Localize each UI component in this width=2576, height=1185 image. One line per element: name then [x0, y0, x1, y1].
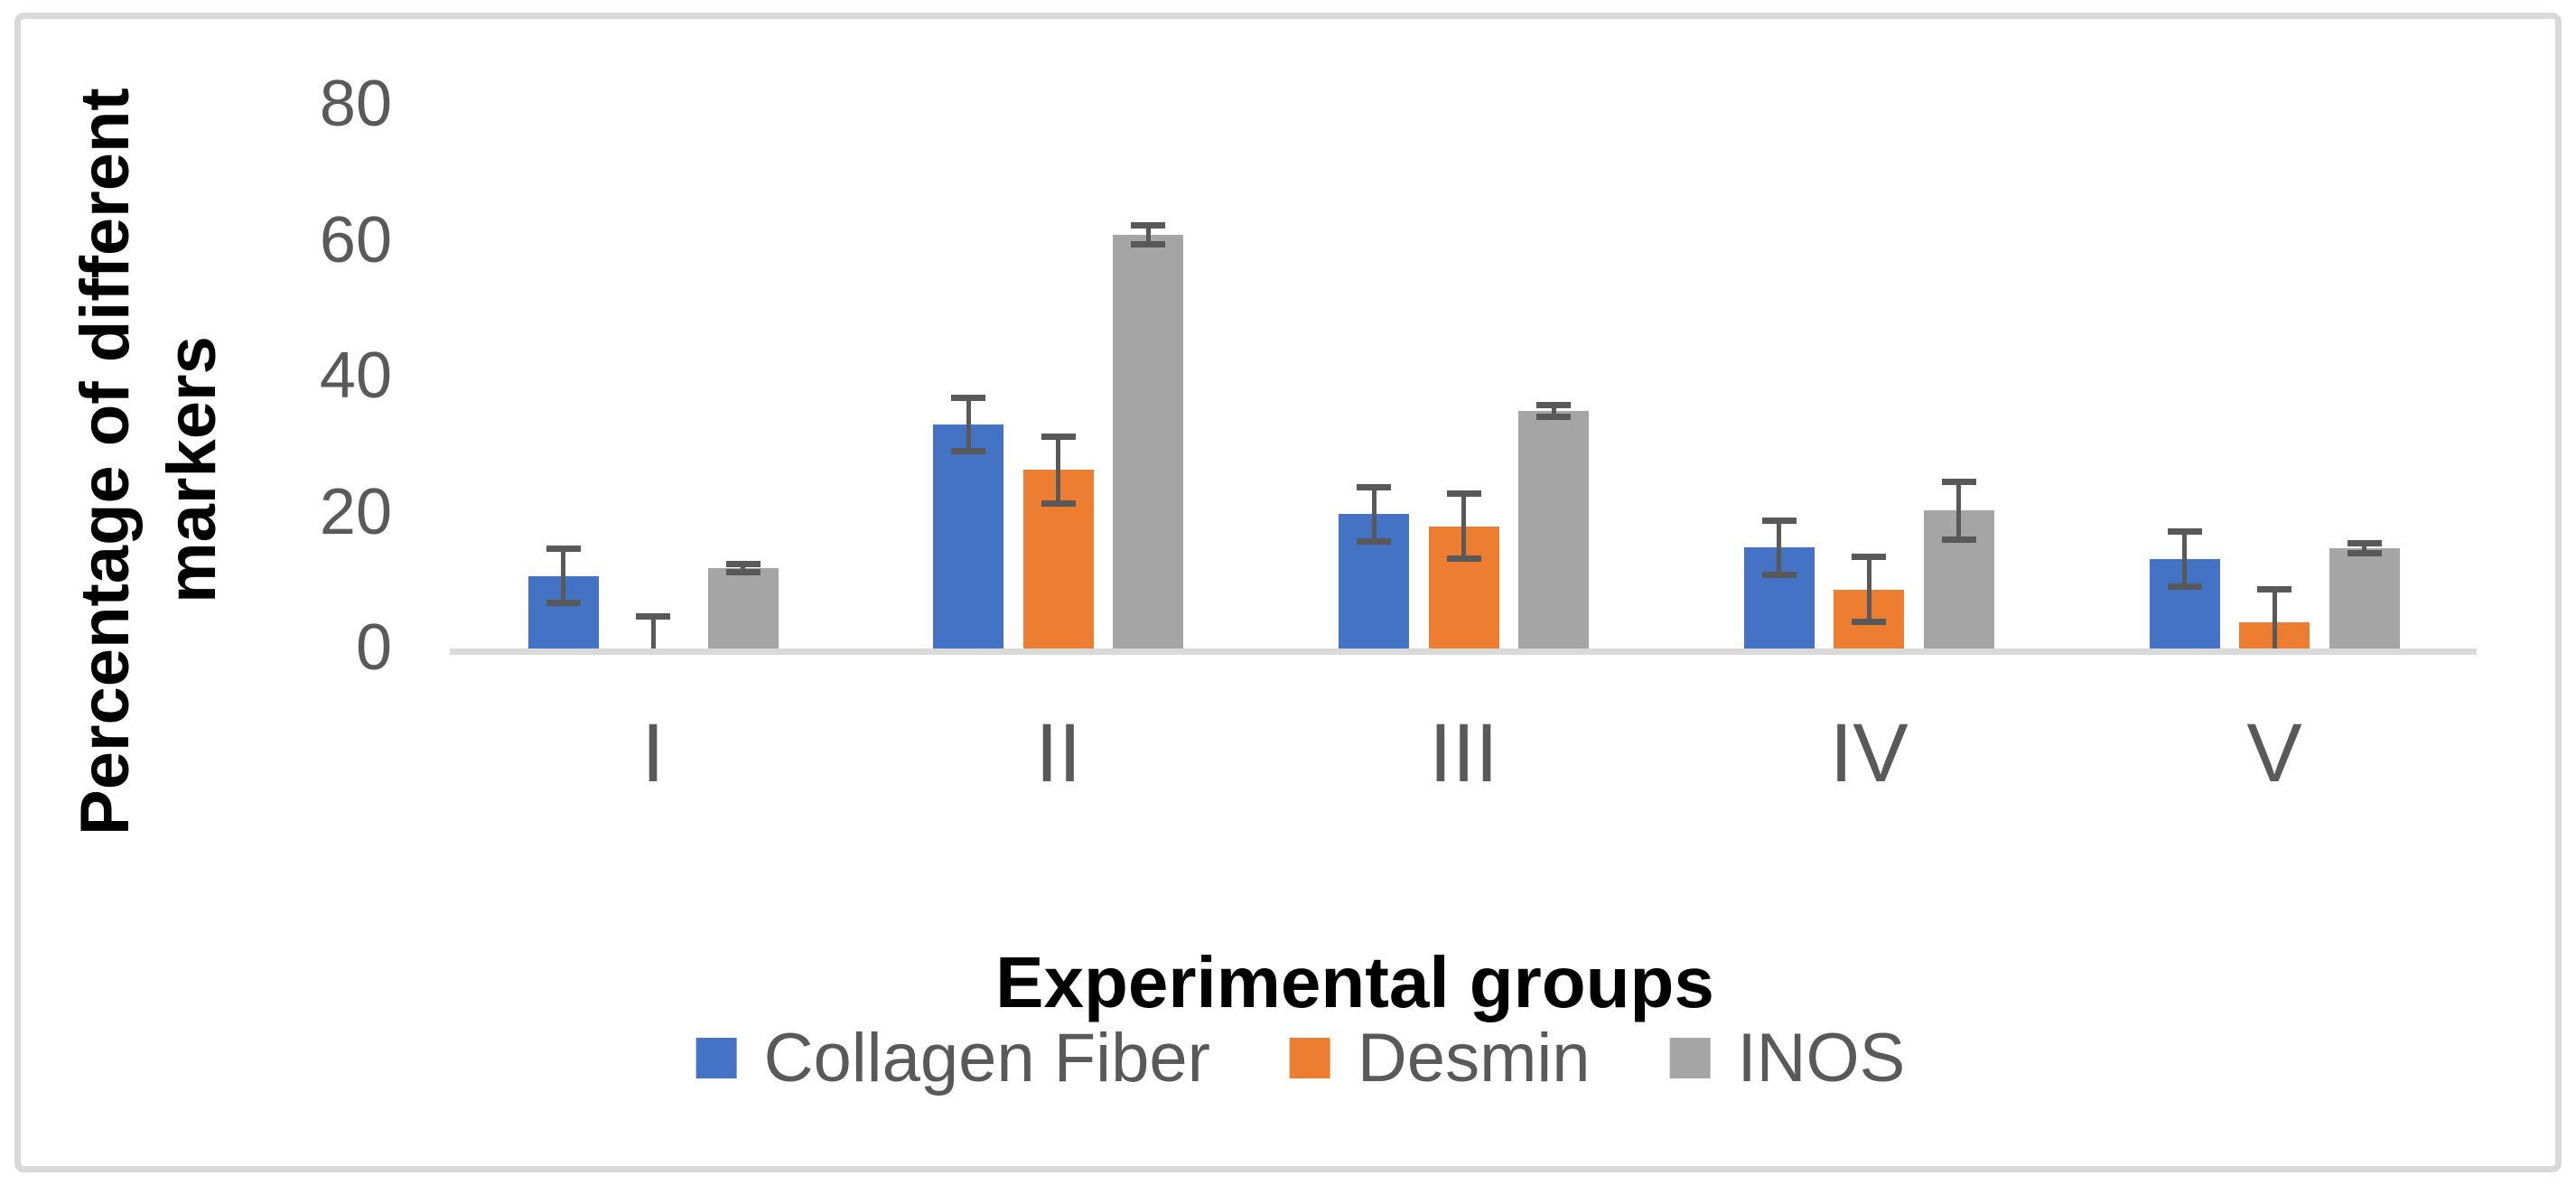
error-bar-cap-top: [1446, 490, 1481, 498]
legend-swatch-icon: [1669, 1038, 1711, 1078]
legend-item-collagen-fiber: Collagen Fiber: [695, 1019, 1210, 1097]
legend-label: INOS: [1737, 1020, 1906, 1096]
error-bar-cap-top: [1041, 433, 1076, 440]
error-bar-whisker: [1371, 487, 1377, 542]
error-bar-whisker: [2182, 531, 2187, 586]
error-bar-cap-top: [725, 560, 761, 567]
error-bar-cap-top: [1761, 517, 1797, 524]
error-bar-cap-bottom: [725, 568, 761, 575]
error-bar-cap-top: [1357, 483, 1391, 490]
bar-inos-I: [707, 567, 779, 652]
error-bar-whisker: [2272, 589, 2277, 652]
x-category-label: III: [1429, 707, 1498, 799]
error-bar-cap-top: [1131, 221, 1166, 229]
legend: Collagen Fiber Desmin INOS: [695, 1019, 1906, 1097]
error-bar-cap-top: [2257, 585, 2291, 592]
error-bar-whisker: [741, 564, 745, 573]
legend-item-inos: INOS: [1669, 1019, 1906, 1097]
bar-inos-II: [1113, 234, 1184, 652]
error-bar-cap-bottom: [1761, 571, 1797, 578]
x-category-label: II: [1035, 707, 1082, 799]
x-category-label: I: [641, 707, 665, 799]
error-bar-cap-bottom: [1536, 414, 1571, 421]
error-bar-cap-bottom: [951, 447, 986, 454]
error-bar-whisker: [1145, 225, 1151, 245]
error-bar-cap-bottom: [1941, 537, 1976, 544]
bar-collagen-fiber-II: [933, 424, 1004, 652]
x-category-label: IV: [1829, 707, 1909, 799]
error-bar-cap-top: [546, 546, 581, 553]
error-bar-whisker: [1551, 405, 1556, 417]
bar-inos-V: [2329, 547, 2400, 652]
error-bar-cap-bottom: [546, 600, 581, 607]
error-bar-cap-bottom: [1852, 619, 1887, 626]
error-bar-whisker: [1461, 493, 1466, 559]
y-tick-label: 40: [319, 340, 392, 412]
error-bar-whisker: [561, 548, 565, 603]
error-bar-cap-bottom: [1446, 555, 1481, 563]
error-bar-whisker: [1777, 520, 1782, 575]
y-tick-label: 60: [319, 203, 392, 276]
x-axis-title: Experimental groups: [995, 942, 1714, 1022]
y-tick-label: 0: [355, 611, 392, 684]
error-bar-cap-bottom: [2347, 549, 2382, 556]
error-bar-whisker: [650, 616, 656, 652]
y-tick-label: 80: [319, 68, 392, 140]
legend-item-desmin: Desmin: [1289, 1019, 1591, 1097]
error-bar-cap-top: [2347, 540, 2382, 547]
legend-swatch-icon: [695, 1038, 737, 1078]
error-bar-cap-bottom: [2167, 583, 2202, 590]
error-bar-cap-top: [1941, 478, 1976, 485]
error-bar-cap-top: [1852, 554, 1887, 561]
legend-label: Desmin: [1357, 1020, 1591, 1096]
legend-swatch-icon: [1289, 1038, 1330, 1078]
error-bar-cap-top: [2167, 528, 2202, 536]
error-bar-whisker: [1956, 481, 1962, 540]
error-bar-whisker: [2362, 543, 2366, 554]
error-bar-whisker: [966, 397, 971, 452]
error-bar-whisker: [1866, 556, 1871, 622]
error-bar-cap-bottom: [1041, 499, 1076, 507]
y-tick-label: 20: [319, 475, 392, 548]
bar-inos-III: [1518, 410, 1589, 652]
x-category-label: V: [2246, 707, 2302, 799]
error-bar-cap-top: [636, 612, 670, 620]
error-bar-whisker: [1056, 436, 1061, 504]
error-bar-cap-top: [1536, 401, 1571, 408]
x-axis-line: [450, 648, 2477, 655]
legend-label: Collagen Fiber: [763, 1020, 1210, 1096]
error-bar-cap-bottom: [1131, 241, 1166, 247]
y-axis-title-line1: Percentage of different: [67, 88, 144, 835]
error-bar-cap-top: [951, 395, 986, 402]
error-bar-cap-bottom: [1357, 537, 1391, 545]
